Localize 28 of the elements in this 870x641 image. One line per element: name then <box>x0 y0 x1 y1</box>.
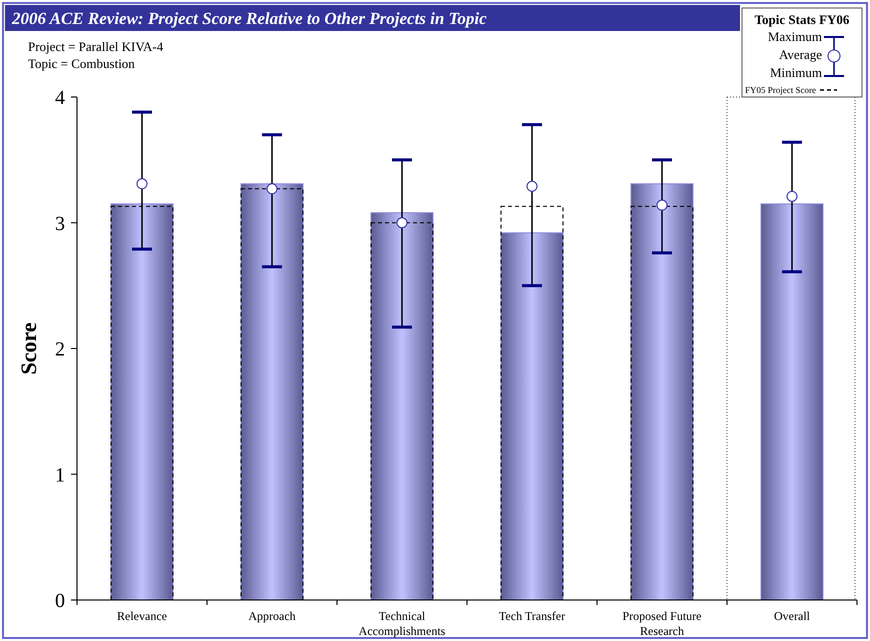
y-tick-label: 1 <box>55 464 65 486</box>
text: Project = Parallel KIVA-4 <box>28 39 164 54</box>
text: Minimum <box>770 65 822 80</box>
y-tick-label: 0 <box>55 590 65 612</box>
y-axis-title: Score <box>16 322 41 375</box>
y-tick-label: 4 <box>55 87 65 109</box>
point <box>656 200 668 211</box>
x-tick-label: Relevance <box>117 609 167 623</box>
point <box>266 183 278 194</box>
x-tick-label: Approach <box>248 609 296 623</box>
point <box>786 190 798 202</box>
y-tick-label: 3 <box>55 212 65 235</box>
text: Topic = Combustion <box>28 56 136 71</box>
x-tick-label: Overall <box>774 609 811 623</box>
title-banner: 2006 ACE Review: Project Score Relative to Other Projects in Topic <box>5 5 740 31</box>
x-tick-label: Proposed Future Research <box>622 609 702 638</box>
y-tick-label: 2 <box>55 338 65 360</box>
point <box>526 180 538 192</box>
bar <box>760 203 824 600</box>
legend-title: Topic Stats FY06 <box>754 12 850 27</box>
legend-label: FY05 Project Score <box>745 85 816 95</box>
text: Maximum <box>768 29 822 44</box>
point <box>136 178 148 190</box>
point <box>396 217 408 228</box>
chart-title: 2006 ACE Review: Project Score Relative to Other Projects in Topic <box>11 9 488 28</box>
legend-label: Average <box>778 47 822 62</box>
x-tick-label: Technical Accomplishments <box>358 609 446 638</box>
x-tick-label: Tech Transfer <box>498 609 566 623</box>
